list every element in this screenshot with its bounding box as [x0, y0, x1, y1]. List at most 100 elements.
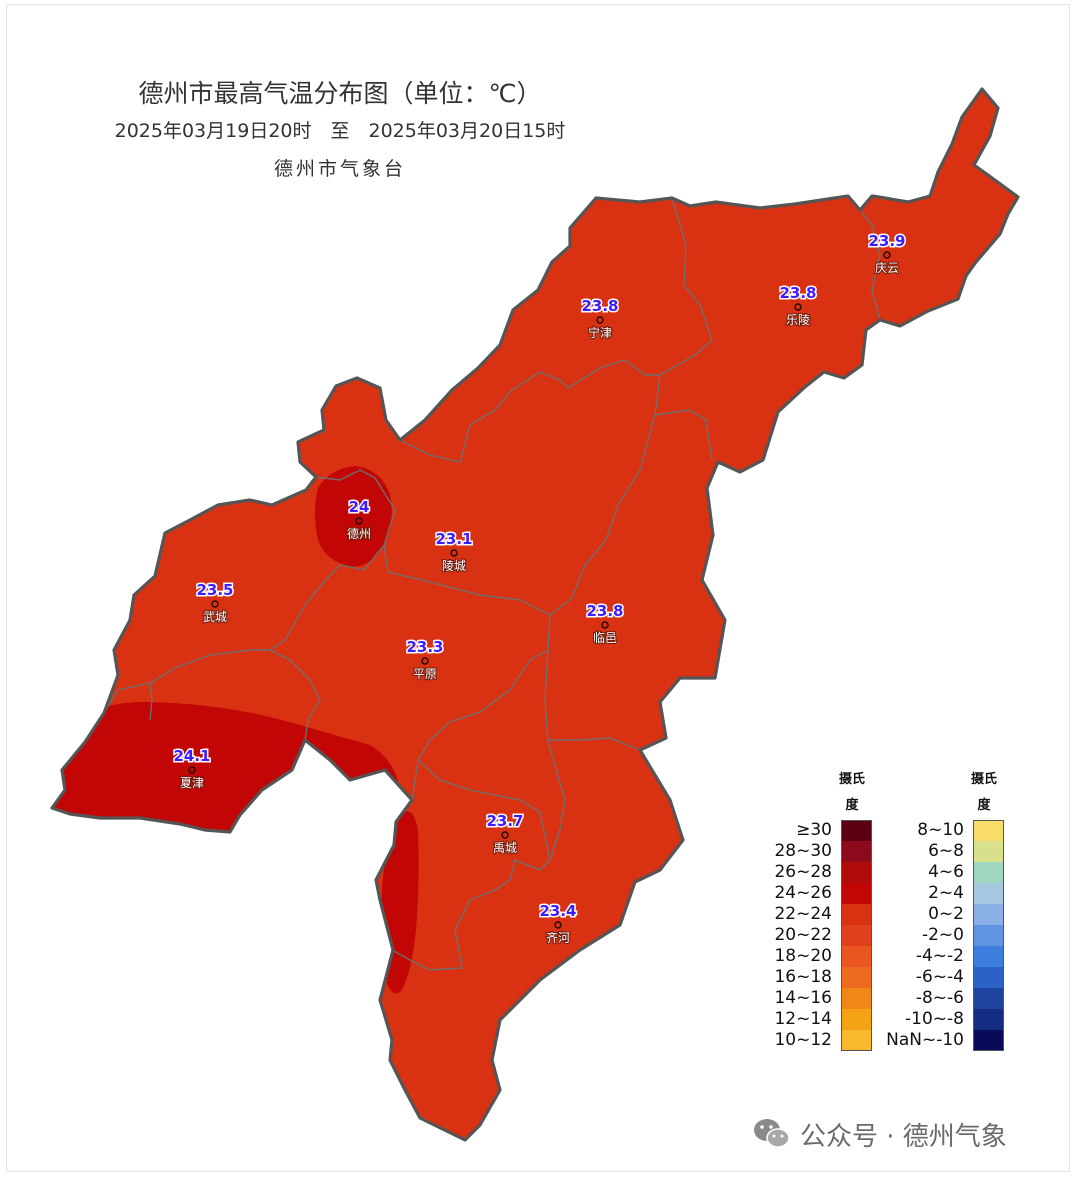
legend-item: -8~-6 [870, 988, 1004, 1009]
hot-zone-dezhou [315, 466, 392, 567]
county-boundary-line [411, 614, 551, 801]
station-value: 23.9 [868, 232, 905, 250]
station-3: 23.8 宁津 [580, 296, 620, 342]
legend-item: 16~18 [740, 967, 872, 988]
legend-label: -4~-2 [915, 946, 964, 966]
county-boundary-line [547, 739, 566, 861]
legend-label: 28~30 [774, 841, 832, 861]
legend-label: ≥30 [796, 820, 832, 840]
station-1: 23.9 庆云 [867, 231, 907, 277]
legend-label: -8~-6 [915, 988, 964, 1008]
station-name: 武城 [203, 610, 227, 624]
station-name: 宁津 [588, 325, 612, 340]
legend-swatch [841, 946, 872, 967]
legend-item: 10~12 [740, 1030, 872, 1051]
legend-item: 28~30 [740, 841, 872, 862]
legend-item: 6~8 [870, 841, 1004, 862]
station-value: 23.3 [406, 638, 443, 656]
legend-item: -2~0 [870, 925, 1004, 946]
station-10: 23.7 禹城 [485, 811, 525, 857]
legend-swatch [973, 967, 1004, 988]
station-marker [601, 621, 609, 629]
legend-label: 20~22 [774, 925, 832, 945]
county-boundary-line [269, 469, 396, 651]
county-boundaries [103, 195, 881, 971]
legend-item: 24~26 [740, 883, 872, 904]
legend-label: -2~0 [921, 925, 964, 945]
station-name: 德州 [347, 526, 371, 541]
station-marker [188, 766, 196, 774]
map-title: 德州市最高气温分布图（单位：℃） [138, 79, 542, 108]
legend-item: 18~20 [740, 946, 872, 967]
legend-swatch [841, 883, 872, 904]
legend-unit-line2: 度 [845, 798, 859, 813]
station-value: 24 [349, 498, 370, 516]
legend-label: 6~8 [928, 841, 964, 861]
station-7: 23.8 临邑 [585, 601, 625, 647]
station-4: 24 德州 [346, 497, 372, 543]
station-marker [355, 517, 363, 525]
legend-item: -6~-4 [870, 967, 1004, 988]
city-area-fill [52, 89, 1018, 1140]
legend-label: -10~-8 [905, 1009, 964, 1029]
county-boundary-line [383, 414, 656, 616]
legend-swatch [973, 946, 1004, 967]
wechat-icon [754, 1119, 790, 1148]
legend-swatch [973, 883, 1004, 904]
watermark: 公众号 · 德州气象 [752, 1114, 1007, 1154]
legend-item: -4~-2 [870, 946, 1004, 967]
legend-label: 0~2 [928, 904, 964, 924]
dezhou-region [50, 87, 1020, 1142]
legend-item: -10~-8 [870, 1009, 1004, 1030]
station-value: 23.1 [435, 530, 472, 548]
legend-unit-line2: 度 [977, 798, 991, 813]
legend-label: 10~12 [774, 1030, 832, 1050]
legend-swatch [841, 904, 872, 925]
legend-label: 8~10 [917, 820, 964, 840]
legend-swatch [973, 988, 1004, 1009]
legend-swatch [973, 904, 1004, 925]
city-outline [50, 87, 1020, 1142]
station-value: 23.5 [196, 581, 233, 599]
legend-item: 2~4 [870, 883, 1004, 904]
station-5: 23.1 陵城 [434, 529, 474, 575]
legend-label: 14~16 [774, 988, 832, 1008]
legend-swatch [841, 841, 872, 862]
legend-swatch [973, 820, 1004, 841]
station-marker [554, 921, 562, 929]
legend-label: 22~24 [774, 904, 832, 924]
station-value: 23.7 [486, 812, 523, 830]
legend-swatch [973, 1030, 1004, 1051]
legend-item: NaN~-10 [870, 1030, 1004, 1051]
station-name: 夏津 [180, 776, 204, 790]
county-boundary-line [544, 649, 641, 751]
legend-warm: 摄氏 度 ≥30 28~30 26~28 24~26 22~24 20~22 18~20 16… [740, 766, 872, 1056]
legend-item: 26~28 [740, 862, 872, 883]
legend-item: ≥30 [740, 820, 872, 841]
station-name: 临邑 [593, 631, 617, 645]
station-6: 23.5 武城 [195, 580, 235, 626]
legend-label: NaN~-10 [886, 1030, 964, 1050]
station-marker [794, 303, 802, 311]
legend-label: 12~14 [774, 1009, 832, 1029]
legend-item: 12~14 [740, 1009, 872, 1030]
legend-item: 8~10 [870, 820, 1004, 841]
station-value: 23.8 [779, 284, 816, 302]
station-8: 23.3 平原 [405, 637, 445, 683]
legend-swatch [841, 862, 872, 883]
legend-swatch [841, 1030, 872, 1051]
legend-label: 24~26 [774, 883, 832, 903]
station-marker [421, 657, 429, 665]
legend-cold: 摄氏 度 8~10 6~8 4~6 2~4 0~2 -2~0 -4~-2 -6~-4 -8~-6… [870, 766, 1004, 1056]
station-11: 23.4 齐河 [538, 901, 578, 947]
station-name: 禹城 [493, 841, 517, 855]
station-value: 23.8 [586, 602, 623, 620]
station-name: 陵城 [442, 559, 466, 573]
county-boundary-line [149, 682, 153, 721]
station-9: 24.1 夏津 [172, 746, 212, 792]
legend-swatch [841, 925, 872, 946]
station-name: 庆云 [875, 261, 899, 275]
hot-zone-xiajin [52, 701, 400, 840]
legend-item: 4~6 [870, 862, 1004, 883]
